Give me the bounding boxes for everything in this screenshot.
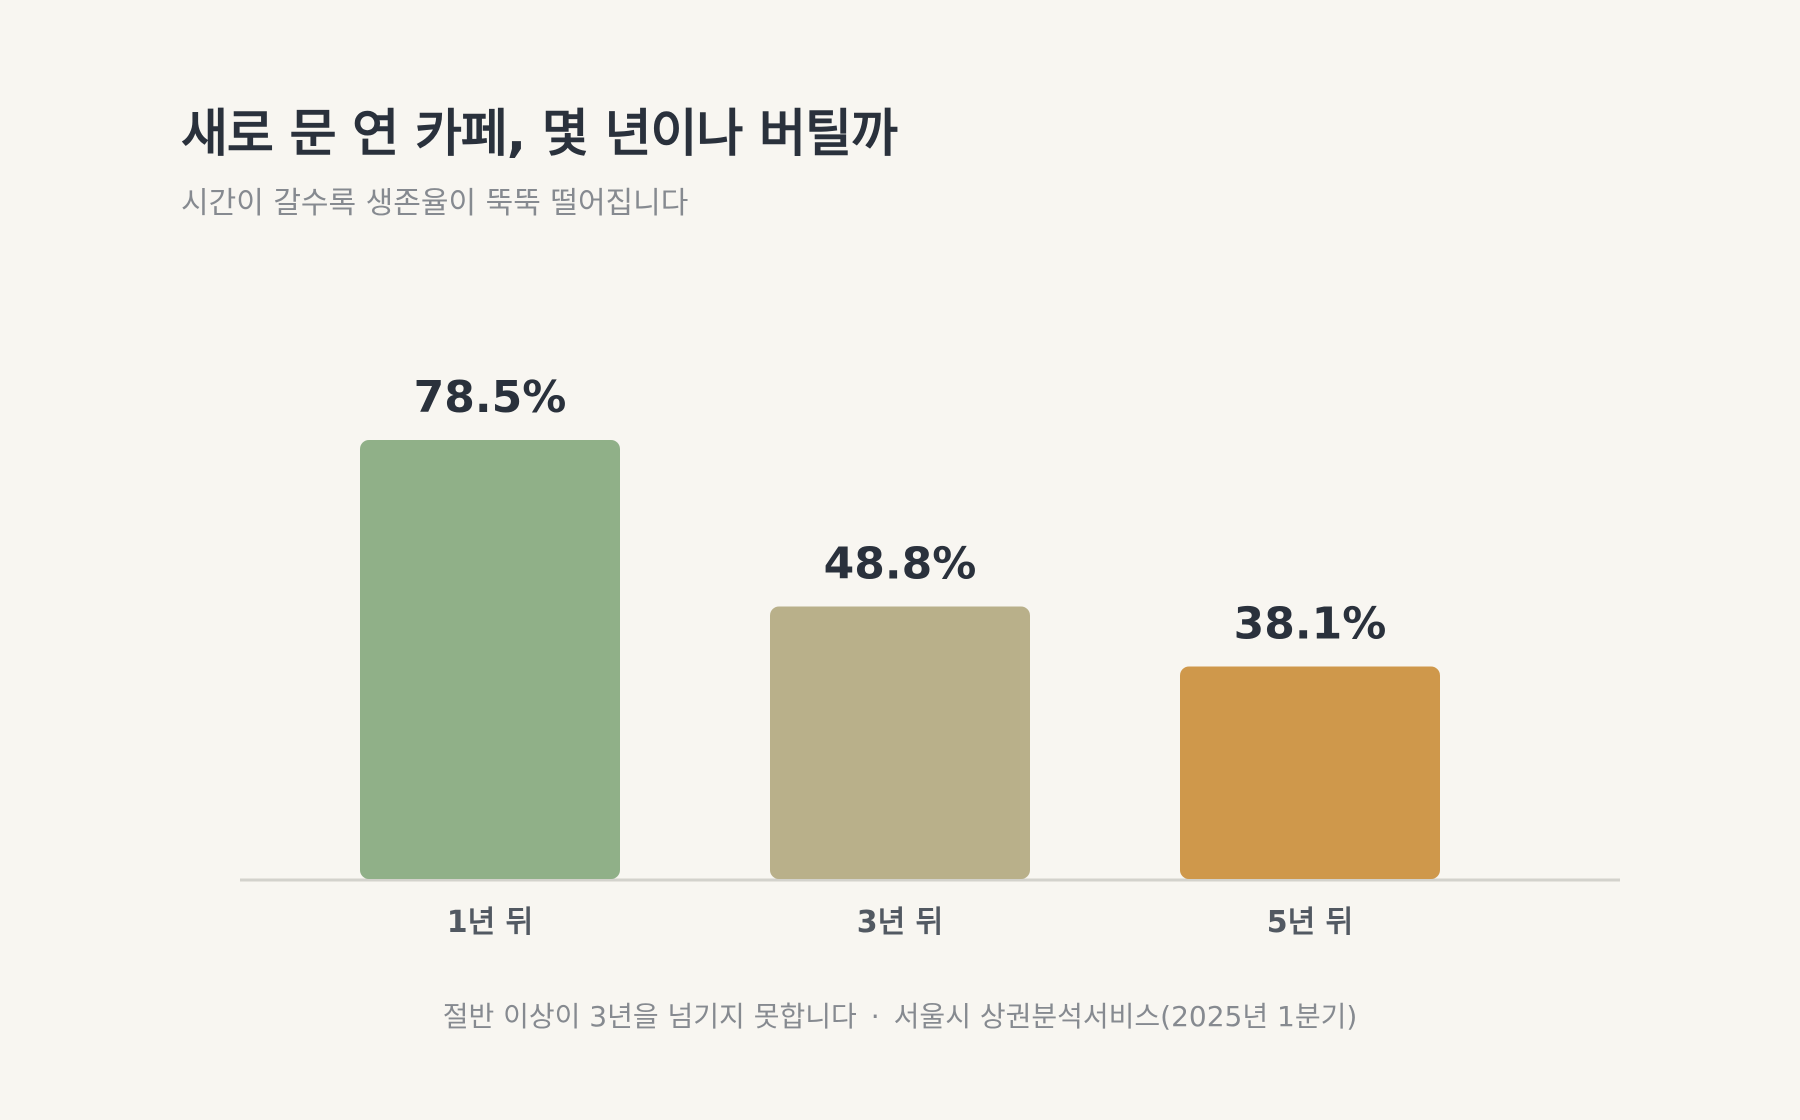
value-label-2: 48.8% bbox=[824, 538, 977, 589]
x-tick-label-2: 3년 뒤 bbox=[857, 905, 944, 940]
x-tick-label-1: 1년 뒤 bbox=[447, 905, 534, 940]
footnote: 절반 이상이 3년을 넘기지 못합니다 · 서울시 상권분석서비스(2025년 1분… bbox=[0, 995, 1800, 1035]
footnote-separator: · bbox=[870, 1000, 880, 1033]
bar-1 bbox=[360, 440, 620, 879]
footnote-note: 절반 이상이 3년을 넘기지 못합니다 bbox=[442, 1000, 857, 1033]
chart-subtitle: 시간이 갈수록 생존율이 뚝뚝 떨어집니다 bbox=[181, 186, 689, 221]
bar-3 bbox=[1180, 666, 1440, 879]
chart-title: 새로 문 연 카페, 몇 년이나 버틸까 bbox=[181, 105, 898, 164]
footnote-source: 서울시 상권분석서비스(2025년 1분기) bbox=[893, 1000, 1358, 1033]
bar-2 bbox=[770, 606, 1030, 879]
x-tick-label-3: 5년 뒤 bbox=[1267, 905, 1354, 940]
value-label-1: 78.5% bbox=[414, 372, 567, 423]
value-label-3: 38.1% bbox=[1234, 598, 1387, 649]
